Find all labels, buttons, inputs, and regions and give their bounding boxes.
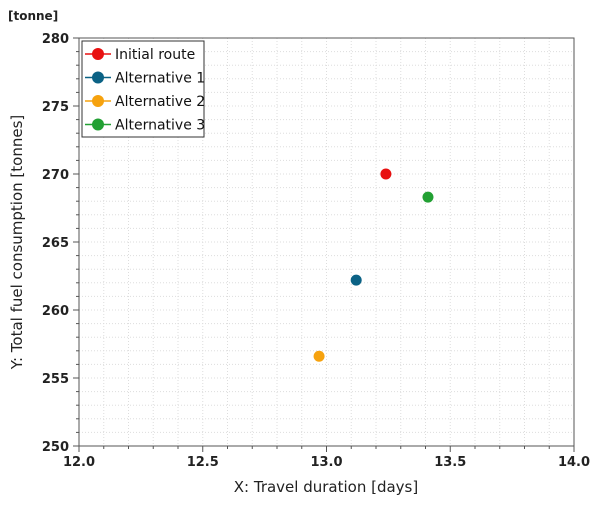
- data-point-alternative-2: [313, 350, 325, 362]
- data-point-alternative-3: [422, 191, 434, 203]
- y-tick-label: 270: [42, 168, 69, 183]
- legend-label: Initial route: [115, 47, 195, 63]
- y-tick-label: 250: [42, 440, 69, 455]
- data-point-alternative-1: [350, 274, 362, 286]
- data-point-initial-route: [380, 168, 392, 180]
- y-tick-label: 265: [42, 236, 69, 251]
- x-tick-label: 13.0: [310, 455, 342, 470]
- x-axis-label: X: Travel duration [days]: [234, 478, 418, 496]
- grid: [79, 38, 574, 446]
- y-tick-label: 260: [42, 304, 69, 319]
- data-points: [313, 168, 434, 362]
- legend-marker: [92, 48, 104, 60]
- x-tick-label: 12.0: [63, 455, 95, 470]
- axis-ticks: 250 255 260 265 270 275 280 12.0 12.5 13.0 13.5 14.…: [42, 32, 590, 470]
- y-tick-label: 255: [42, 372, 69, 387]
- x-tick-label: 13.5: [434, 455, 466, 470]
- y-tick-label: 275: [42, 100, 69, 115]
- legend-label: Alternative 3: [115, 118, 205, 134]
- legend-marker: [92, 71, 104, 84]
- legend-marker: [92, 95, 104, 107]
- legend: Initial route Alternative 1 Alternative 2 A…: [81, 40, 205, 138]
- legend-marker: [92, 118, 104, 131]
- x-tick-label: 12.5: [187, 455, 219, 470]
- legend-label: Alternative 2: [115, 94, 205, 110]
- x-tick-label: 14.0: [558, 455, 590, 470]
- y-tick-label: 280: [42, 32, 69, 47]
- legend-label: Alternative 1: [115, 71, 205, 87]
- y-unit-label: [tonne]: [8, 9, 58, 23]
- y-axis-label: Y: Total fuel consumption [tonnes]: [8, 115, 26, 370]
